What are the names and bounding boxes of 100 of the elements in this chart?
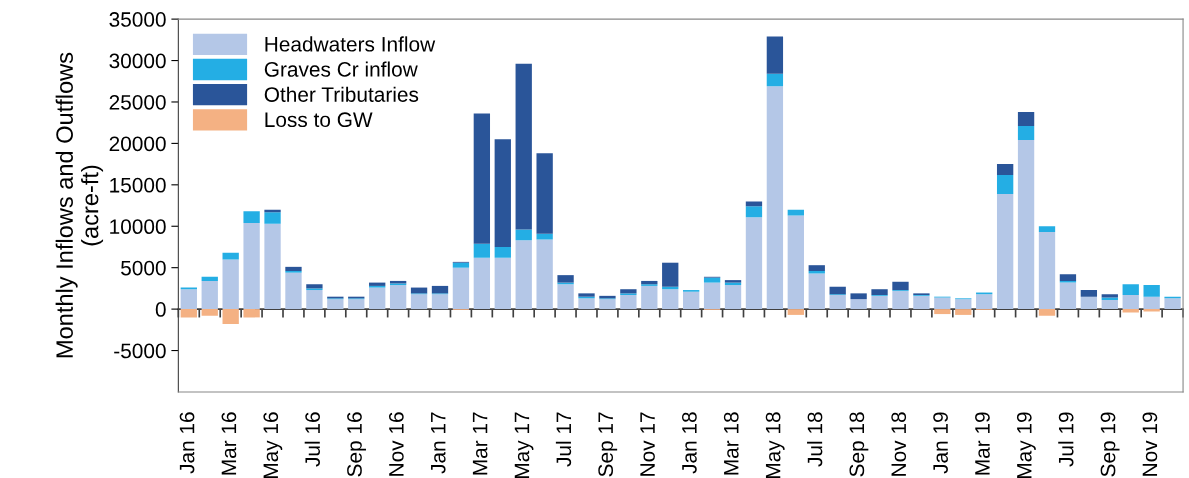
y-tick-label: 10000 [110,219,166,235]
bar [201,276,218,281]
x-tick-label: Jan 18 [682,412,697,474]
bar [557,284,574,310]
bar [410,294,428,310]
bar [180,289,197,310]
bar [892,290,909,310]
bar [180,309,197,318]
bar [327,299,344,310]
bar [452,267,470,310]
bar [829,286,846,295]
bar [955,299,972,310]
bar [1038,309,1056,316]
x-tick-label: Mar 16 [221,412,237,475]
bar [996,174,1014,194]
x-tick-label: Mar 17 [472,412,488,475]
bar [724,285,742,310]
x-tick-label: Nov 18 [891,412,907,476]
bar [536,153,553,234]
bar [808,265,825,271]
bar [369,287,386,310]
bar [222,309,239,325]
bar [264,212,281,224]
bar [285,266,302,271]
bar [787,309,804,315]
x-tick-label: Sep 18 [849,412,869,477]
x-tick-label: Jan 16 [179,412,195,474]
bar [662,262,679,287]
y-tick-label: -5000 [114,343,166,359]
x-tick-label: May 19 [1016,412,1036,478]
bar [599,299,616,310]
bar [1101,299,1118,310]
bar [452,262,470,268]
bar [515,240,532,310]
x-tick-label: May 18 [765,412,785,478]
bar [766,36,784,74]
bar [494,257,511,310]
bar [515,229,532,241]
bar [243,222,260,310]
bar [243,211,260,223]
legend-label: Other Tributaries [264,86,419,102]
bar [976,294,993,310]
bar [892,281,909,291]
x-tick-label: Jul 19 [1058,412,1074,467]
bar [1017,140,1035,310]
bar [515,63,532,230]
bar [473,257,491,310]
bar [557,275,574,283]
bar [1038,232,1056,310]
y-tick-label: 0 [155,302,166,317]
bar [745,201,763,207]
bar [306,284,323,289]
bar [1122,284,1139,296]
bar [1143,285,1160,297]
bar [620,289,637,294]
bar [1059,282,1077,310]
bar [431,285,449,294]
x-tick-label: May 16 [263,412,283,478]
x-tick-label: Sep 16 [347,412,366,477]
bar [536,239,553,310]
legend-label: Loss to GW [265,112,373,128]
bar [1017,126,1035,141]
legend-label: Headwaters Inflow [265,36,436,52]
bar [703,282,721,310]
bar [348,299,365,310]
y-tick-label: 5000 [121,260,166,276]
x-tick-label: Sep 19 [1100,412,1120,477]
x-tick-label: Sep 17 [598,412,618,477]
y-tick-label: 25000 [109,94,166,110]
bar [473,113,491,244]
bar [955,309,972,315]
x-tick-label: Jul 17 [555,412,572,467]
bar [1080,290,1098,297]
bar [285,272,302,310]
y-tick-label: 35000 [109,12,166,27]
x-tick-label: May 17 [514,412,534,478]
bar [494,246,511,258]
bar [1038,226,1056,233]
bar [850,299,867,310]
x-tick-label: Jan 19 [933,412,948,474]
bar [264,223,281,310]
bar [222,259,239,310]
x-tick-label: Nov 16 [388,412,404,476]
bar [996,193,1014,310]
bar [201,280,218,310]
x-tick-label: Nov 19 [1142,412,1158,476]
bar [745,217,763,310]
x-tick-label: Mar 18 [723,412,739,475]
bar [871,295,888,310]
bar [473,243,491,258]
bar [201,309,218,316]
bar [808,273,825,310]
bar [683,291,700,310]
bar [641,285,658,310]
y-axis-title: Monthly Inflows and Outflows (acre-ft) [55,52,104,358]
bar [745,206,763,218]
bar [662,289,679,310]
bar [1143,309,1160,312]
bar [871,289,888,296]
bar [913,295,930,310]
